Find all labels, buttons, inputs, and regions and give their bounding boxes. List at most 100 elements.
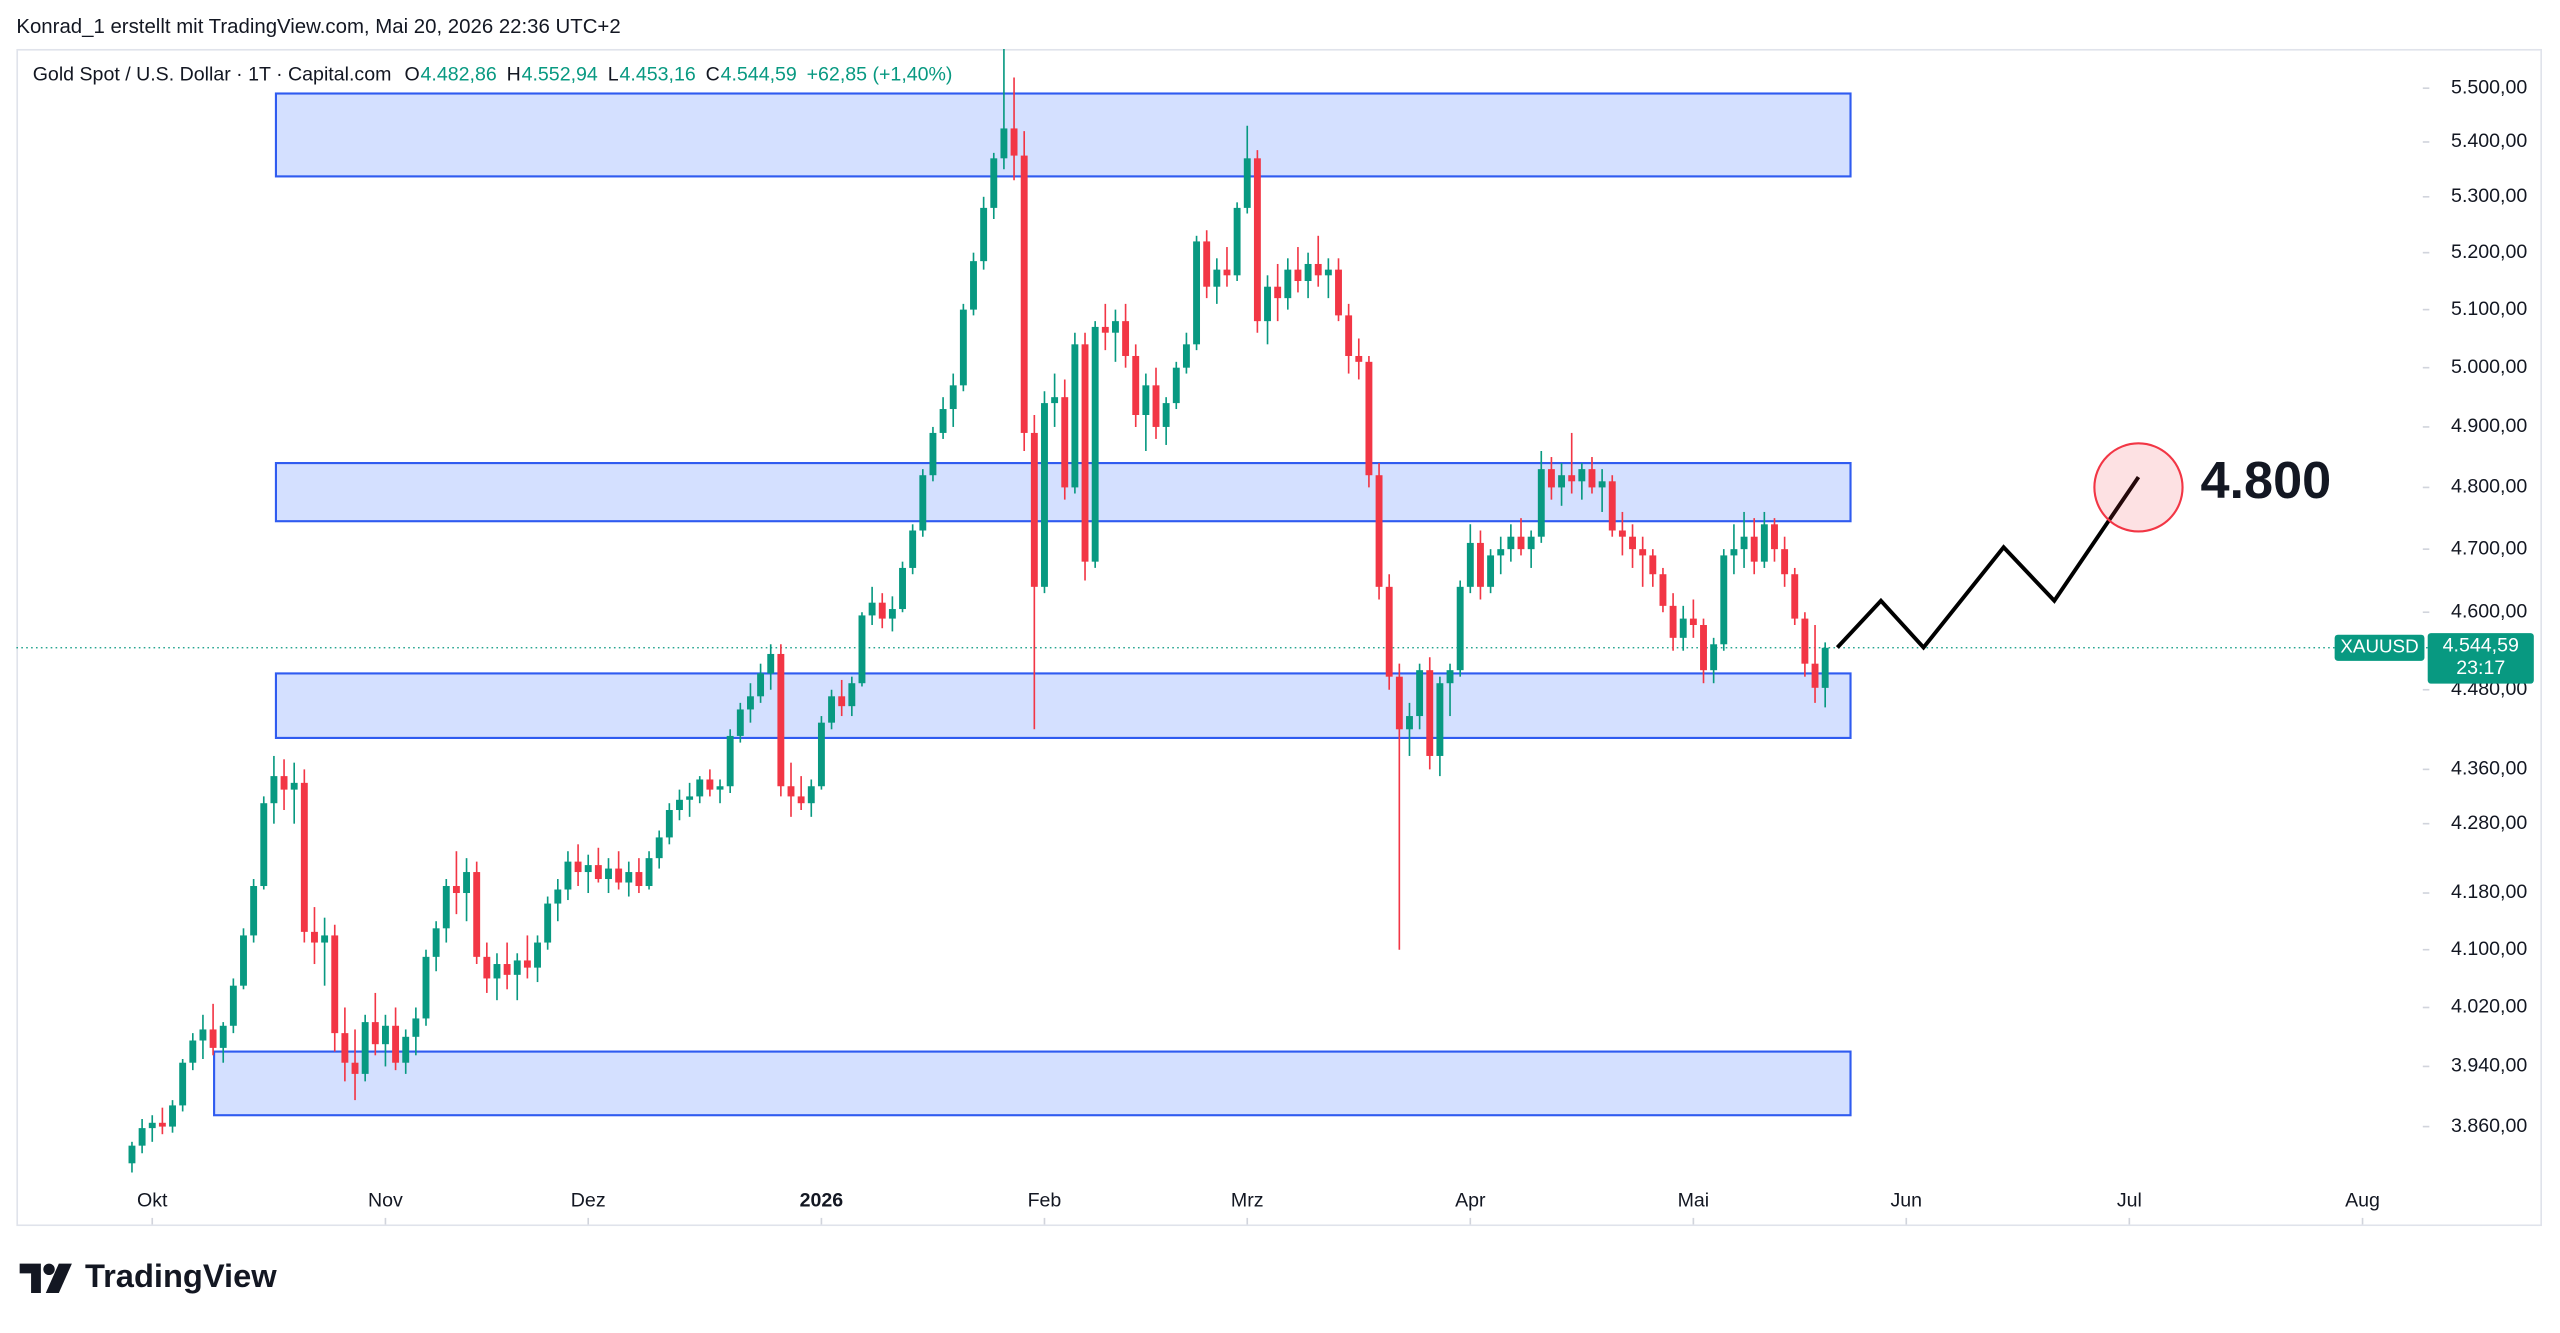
y-tick-label: 4.180,00 — [2451, 881, 2527, 903]
legend-value: 4.544,59 — [721, 63, 797, 85]
candle-body — [574, 861, 582, 873]
candle-body — [381, 1025, 389, 1045]
candle-body — [1010, 128, 1018, 156]
candle-body — [868, 602, 876, 616]
candle-body — [1243, 158, 1251, 208]
candle-body — [148, 1122, 156, 1129]
candle-body — [442, 886, 450, 929]
candle-body — [1111, 321, 1119, 333]
candle-body — [1122, 321, 1130, 356]
candle-body — [1213, 269, 1221, 287]
legend-key: C — [706, 63, 720, 85]
candle-body — [838, 696, 846, 707]
candle-body — [564, 861, 572, 890]
x-tick-label: 2026 — [800, 1190, 844, 1212]
candle-body — [158, 1122, 166, 1127]
candle-body — [1304, 263, 1312, 282]
chart-frame — [16, 48, 2542, 1227]
legend-value: 4.482,86 — [421, 63, 497, 85]
candle-body — [1395, 676, 1403, 730]
y-tick-label: 4.020,00 — [2451, 996, 2527, 1018]
x-tick-label: Mrz — [1231, 1190, 1264, 1212]
candle-body — [503, 964, 511, 975]
candle-body — [584, 865, 592, 873]
candle-body — [1233, 207, 1241, 276]
candle-body — [169, 1105, 176, 1127]
candle-body — [361, 1022, 369, 1074]
symbol-tag — [2334, 634, 2425, 661]
candle-body — [1071, 344, 1079, 488]
y-tick-label: 4.700,00 — [2451, 537, 2527, 559]
candle-body — [1517, 536, 1525, 550]
candle-body — [1314, 263, 1322, 276]
candle-body — [1487, 555, 1495, 587]
candle-body — [473, 872, 481, 957]
candle-body — [1253, 158, 1261, 322]
candle-body — [939, 409, 947, 433]
candle-body — [1558, 475, 1566, 488]
zone-box — [213, 1050, 1852, 1117]
candle-body — [605, 868, 612, 880]
candle-body — [331, 935, 339, 1034]
candle-body — [1152, 385, 1160, 427]
candle-body — [1750, 536, 1758, 562]
candle-body — [1061, 397, 1069, 488]
candle-body — [229, 985, 237, 1026]
legend-key: L — [608, 63, 619, 85]
candle-body — [1132, 355, 1140, 415]
candle-body — [1618, 530, 1626, 537]
x-tick-label: Jul — [2117, 1190, 2142, 1212]
candle-body — [696, 779, 704, 797]
candle-body — [1355, 355, 1363, 362]
y-tick-label: 5.000,00 — [2451, 356, 2527, 378]
credit-line: Konrad_1 erstellt mit TradingView.com, M… — [16, 16, 620, 38]
candle-body — [523, 960, 531, 968]
candle-body — [1740, 536, 1748, 550]
candle-body — [828, 696, 836, 723]
candle-body — [919, 475, 927, 531]
y-tick-label: 5.400,00 — [2451, 130, 2527, 152]
candle-body — [655, 837, 663, 859]
candle-body — [1203, 241, 1211, 287]
legend-change: +62,85 (+1,40%) — [807, 63, 953, 85]
candle-body — [1385, 586, 1393, 677]
candle-body — [1527, 536, 1535, 550]
candle-body — [311, 931, 318, 943]
candle-body — [1730, 549, 1738, 556]
legend-value: 4.453,16 — [620, 63, 696, 85]
candle-body — [1568, 475, 1576, 482]
symbol-tag-label: XAUUSD — [2340, 636, 2418, 657]
candle-body — [1142, 385, 1150, 415]
candle-body — [858, 615, 866, 684]
candle-body — [483, 956, 491, 979]
candle-body — [1689, 618, 1697, 626]
candle-body — [990, 158, 998, 208]
candle-body — [179, 1062, 187, 1106]
candle-body — [1720, 555, 1728, 645]
candle-body — [625, 872, 633, 883]
candle-body — [899, 567, 906, 610]
candle-body — [1081, 344, 1089, 562]
candle-body — [797, 796, 805, 804]
candle-body — [767, 653, 775, 674]
x-tick-label: Mai — [1678, 1190, 1710, 1212]
y-tick-label: 4.280,00 — [2451, 812, 2527, 834]
legend-key: O — [404, 63, 419, 85]
candle-body — [1588, 469, 1596, 488]
candle-body — [1811, 663, 1819, 688]
candle-body — [1365, 361, 1373, 476]
candle-body — [594, 865, 602, 880]
candle-body — [432, 928, 440, 957]
y-tick-label: 5.500,00 — [2451, 76, 2527, 98]
candle-body — [665, 810, 673, 838]
candle-body — [686, 796, 694, 800]
candle-body — [371, 1022, 379, 1045]
candle-body — [402, 1036, 410, 1063]
y-tick-label: 4.900,00 — [2451, 415, 2527, 437]
y-tick-label: 5.100,00 — [2451, 298, 2527, 320]
candle-body — [980, 207, 988, 262]
candle-body — [1375, 475, 1383, 587]
legend-title: Gold Spot / U.S. Dollar · 1T · Capital.c… — [33, 63, 392, 85]
legend-key: H — [507, 63, 521, 85]
